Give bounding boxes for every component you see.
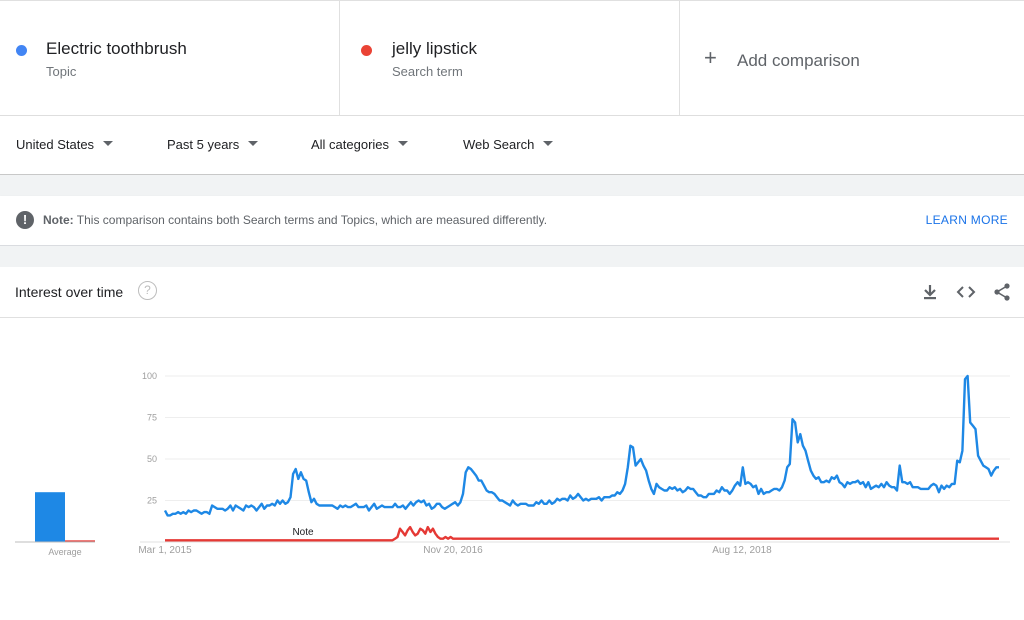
y-gridlines: 25 50 75 100 <box>140 371 1010 543</box>
learn-more-link[interactable]: LEARN MORE <box>925 213 1008 227</box>
caret-down-icon <box>248 141 259 147</box>
region-label: United States <box>16 137 95 152</box>
average-bars: Average <box>15 492 95 557</box>
search-type-dropdown[interactable]: Web Search <box>463 137 554 152</box>
series-line-electric-toothbrush[interactable] <box>163 374 999 517</box>
note-banner: ! Note: This comparison contains both Se… <box>0 196 1024 246</box>
y-tick-label: 50 <box>147 454 157 464</box>
y-tick-label: 75 <box>147 413 157 423</box>
y-tick-label: 100 <box>142 371 157 381</box>
x-tick-label: Aug 12, 2018 <box>712 545 772 556</box>
average-bar-jelly-lipstick <box>65 540 95 542</box>
search-type-label: Web Search <box>463 137 535 152</box>
interest-chart: Average 25 50 75 100 Mar 1, 2015 Nov 20, 201… <box>15 371 1010 557</box>
term-electric-toothbrush[interactable]: Electric toothbrush Topic <box>0 1 340 115</box>
y-tick-label: 25 <box>147 496 157 506</box>
filter-bar: United States Past 5 years All categorie… <box>0 116 1024 175</box>
series-line-jelly-lipstick[interactable] <box>165 525 999 542</box>
add-comparison-label: Add comparison <box>737 51 860 70</box>
note-label: Note: <box>43 213 74 227</box>
x-tick-label: Nov 20, 2016 <box>423 545 483 556</box>
time-range-dropdown[interactable]: Past 5 years <box>167 137 259 152</box>
info-icon: ! <box>16 211 34 229</box>
share-icon[interactable] <box>992 282 1012 302</box>
term-name: Electric toothbrush <box>46 39 187 58</box>
card-title: Interest over time <box>15 284 124 300</box>
caret-down-icon <box>103 141 114 147</box>
series-lines <box>163 374 999 542</box>
average-label: Average <box>48 547 81 557</box>
term-name: jelly lipstick <box>392 39 478 58</box>
caret-down-icon <box>543 141 554 147</box>
plus-icon: + <box>704 45 717 70</box>
time-label: Past 5 years <box>167 137 240 152</box>
embed-code-icon[interactable] <box>956 282 976 302</box>
download-icon[interactable] <box>920 282 940 302</box>
caret-down-icon <box>398 141 409 147</box>
average-bar-electric-toothbrush <box>35 492 65 542</box>
category-dropdown[interactable]: All categories <box>311 137 409 152</box>
term-type: Topic <box>46 64 77 79</box>
category-label: All categories <box>311 137 390 152</box>
comparison-terms: Electric toothbrush Topic jelly lipstick… <box>0 0 1024 116</box>
interest-over-time-card: Interest over time ? Average 25 50 75 100 M… <box>0 267 1024 620</box>
region-dropdown[interactable]: United States <box>16 137 114 152</box>
series-color-dot <box>16 45 27 56</box>
add-comparison-button[interactable]: + Add comparison <box>680 1 1024 115</box>
card-header: Interest over time ? <box>0 267 1024 318</box>
series-color-dot <box>361 45 372 56</box>
section-gap <box>0 175 1024 196</box>
help-icon[interactable]: ? <box>138 281 157 300</box>
term-type: Search term <box>392 64 463 79</box>
x-tick-label: Mar 1, 2015 <box>138 545 192 556</box>
note-text: Note: This comparison contains both Sear… <box>43 213 547 227</box>
section-gap <box>0 246 1024 267</box>
x-axis-labels: Mar 1, 2015 Nov 20, 2016 Aug 12, 2018 <box>138 545 772 556</box>
note-message: This comparison contains both Search ter… <box>76 213 548 227</box>
term-jelly-lipstick[interactable]: jelly lipstick Search term <box>340 1 680 115</box>
note-annotation[interactable]: Note <box>292 527 314 538</box>
